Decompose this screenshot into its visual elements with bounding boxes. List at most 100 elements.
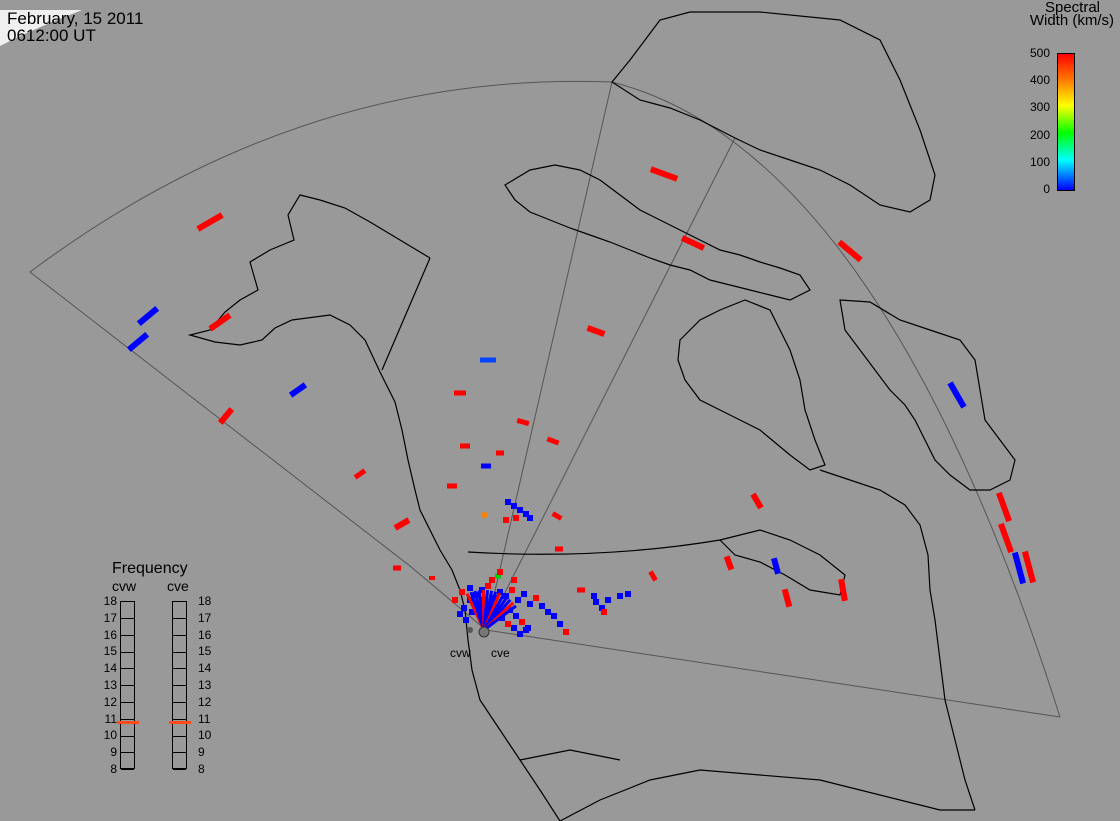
echo-cell — [481, 512, 487, 518]
echo-cell — [126, 331, 150, 353]
border-alaska-canada — [381, 257, 431, 371]
frequency-cell — [121, 636, 134, 653]
echo-cell — [217, 407, 235, 425]
echo-cell — [452, 597, 458, 603]
frequency-cell — [173, 703, 186, 720]
echo-cell — [513, 613, 519, 619]
site-label-cvw: cvw — [450, 646, 471, 660]
coast-alaska — [187, 194, 431, 461]
frequency-label-right: 9 — [198, 745, 205, 760]
echo-cell — [505, 499, 511, 505]
coast-hudson-bay — [677, 299, 826, 471]
frequency-cell — [173, 753, 186, 771]
coast-greenland — [611, 11, 936, 213]
frequency-label-right: 17 — [198, 610, 212, 625]
echo-cell — [551, 511, 563, 521]
echo-cell — [288, 382, 308, 398]
echo-cell — [459, 589, 465, 595]
frequency-label-right: 12 — [198, 694, 212, 709]
frequency-cell — [121, 703, 134, 720]
frequency-cell — [121, 669, 134, 687]
colorbar-tick: 200 — [1029, 127, 1050, 142]
coastlines — [187, 11, 1016, 821]
echo-cell — [837, 239, 863, 263]
echo-cell — [479, 587, 485, 593]
echo-cell — [586, 325, 606, 337]
echo-cell — [723, 555, 735, 571]
echo-cell — [480, 357, 496, 363]
echo-cell — [599, 605, 605, 611]
echo-cell — [555, 546, 563, 552]
frequency-cell — [121, 686, 134, 703]
echo-cell — [649, 166, 679, 182]
echo-cell — [469, 609, 475, 615]
echo-cell — [353, 468, 367, 480]
frequency-label-left: 11 — [104, 711, 117, 726]
echo-cell — [601, 609, 607, 615]
colorbar — [1057, 53, 1075, 191]
frequency-marker — [169, 720, 191, 724]
frequency-label-left: 18 — [103, 594, 117, 608]
border-us-canada — [467, 539, 721, 555]
echo-cell — [533, 595, 539, 601]
echo-cell — [511, 577, 517, 583]
frequency-label-left: 12 — [103, 694, 117, 709]
frequency-cell — [121, 652, 134, 670]
echo-cell — [515, 597, 521, 603]
echo-cell — [577, 587, 585, 593]
frequency-cell — [121, 753, 134, 771]
frequency-cell — [121, 720, 134, 737]
echo-cell — [523, 511, 529, 517]
frequency-label-right: 16 — [198, 627, 212, 642]
echo-cell — [521, 591, 527, 597]
echo-cell — [996, 491, 1012, 523]
frequency-cell — [173, 619, 186, 636]
daylight-region — [0, 10, 82, 82]
echo-cell — [454, 390, 466, 396]
colorbar-tick: 300 — [1029, 100, 1050, 115]
echo-cell — [196, 212, 224, 232]
frequency-label-right: 11 — [198, 711, 211, 726]
echo-cell — [648, 570, 658, 582]
frequency-cell — [121, 619, 134, 636]
fov-outline — [29, 80, 1061, 718]
radar-site-cve — [478, 626, 490, 638]
echo-cell — [998, 522, 1014, 554]
colorbar-tick: 400 — [1029, 73, 1050, 88]
echo-cell — [447, 483, 457, 489]
echo-cell — [393, 565, 401, 571]
frequency-label-left: 9 — [110, 745, 117, 760]
coast-labrador — [839, 299, 1016, 491]
echo-cell — [461, 605, 467, 611]
frequency-label-left: 16 — [103, 627, 117, 642]
colorbar-tick: 500 — [1029, 46, 1050, 60]
echo-cell — [497, 589, 503, 595]
coast-arctic-islands — [504, 164, 811, 301]
echo-cell — [591, 593, 597, 599]
border-us-mexico — [519, 749, 621, 761]
frequency-cell — [173, 686, 186, 703]
radar-site-cvw — [467, 627, 473, 633]
echo-cell — [481, 463, 491, 469]
frequency-title: Frequency — [112, 560, 188, 577]
echo-layer — [126, 166, 1037, 637]
echo-cell — [545, 609, 551, 615]
colorbar-tick: 100 — [1029, 154, 1050, 169]
echo-cell — [509, 587, 515, 593]
frequency-label-right: 10 — [198, 728, 212, 743]
echo-cell — [546, 436, 560, 446]
echo-cell — [429, 576, 435, 580]
time-label: 0612:00 UT — [7, 26, 96, 45]
frequency-cell — [173, 669, 186, 687]
frequency-label-right: 18 — [198, 594, 212, 608]
echo-cell — [467, 585, 473, 591]
radar-sites — [467, 626, 490, 638]
frequency-cell — [173, 736, 186, 754]
frequency-label-right: 14 — [198, 661, 212, 676]
frequency-label-left: 8 — [110, 762, 117, 776]
echo-cell — [503, 593, 509, 599]
echo-cell — [527, 601, 533, 607]
echo-cell — [136, 305, 160, 327]
echo-cell — [496, 450, 504, 456]
